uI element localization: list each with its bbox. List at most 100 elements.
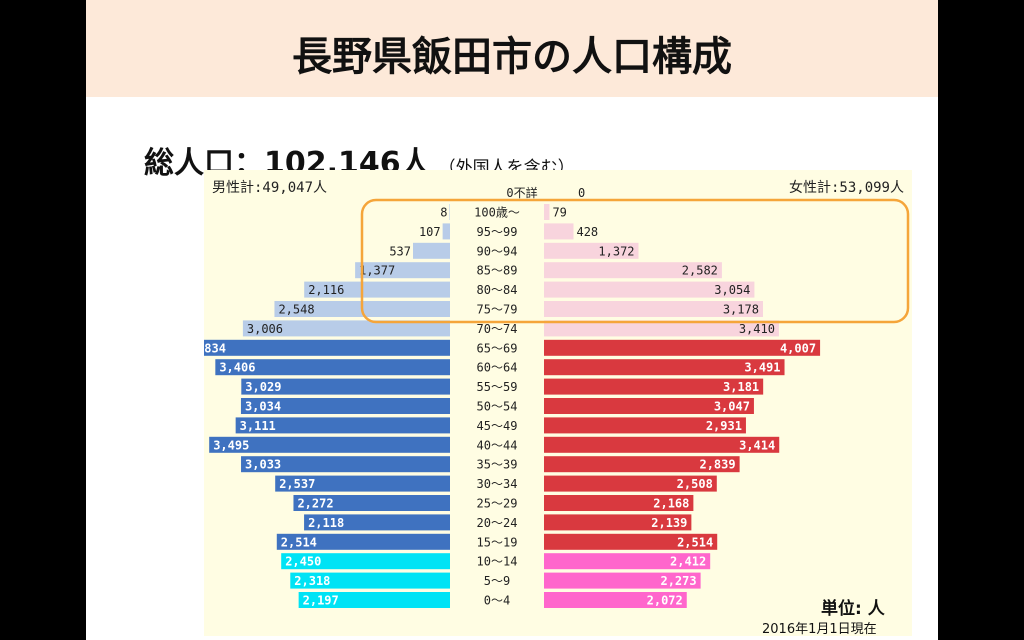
female-bar-19 [544,572,701,589]
male-total-label: 男性計:49,047人 [212,180,327,196]
female-bar-15 [544,495,694,511]
female-bar-7 [544,339,821,356]
male-bar-3 [355,262,450,279]
female-bar-8 [544,359,785,376]
male-value-5: 2,548 [278,303,314,317]
age-label-5: 75～79 [477,303,518,317]
male-bar-4 [304,281,450,298]
female-bar-6 [544,320,779,337]
unit-label: 単位: 人 [821,599,885,619]
female-bar-10 [544,398,754,414]
female-bar-4 [544,281,755,298]
age-label-8: 60～64 [477,361,518,375]
female-bar-18 [544,553,711,570]
male-bar-6 [242,320,450,337]
male-value-6: 3,006 [247,322,283,336]
female-value-18: 2,412 [670,555,706,569]
male-value-13: 3,033 [245,458,281,472]
male-bar-0 [449,204,450,220]
male-value-0: 8 [440,206,447,220]
age-label-2: 90～94 [477,244,518,258]
age-label-4: 80～84 [477,283,518,297]
female-bar-9 [544,378,764,395]
male-bar-14 [275,475,450,492]
female-bar-2 [544,242,639,259]
female-total-label: 女性計:53,099人 [789,179,904,196]
age-label-20: 0～4 [484,594,510,608]
female-bar-17 [544,533,718,550]
male-bar-20 [298,592,450,608]
male-bar-18 [281,553,450,570]
age-label-14: 30～34 [477,477,518,491]
male-value-18: 2,450 [285,555,321,569]
female-value-10: 3,047 [714,400,750,414]
female-value-15: 2,168 [653,497,689,511]
age-label-11: 45～49 [477,419,518,433]
pyramid-svg: 男性計:49,047人 女性計:53,099人 0不詳 0 8 79 100歳～ 10… [185,179,910,608]
female-value-4: 3,054 [714,283,750,297]
male-value-4: 2,116 [308,283,344,297]
male-value-7: 3,834 [204,341,226,355]
age-label-7: 65～69 [477,341,518,355]
age-label-15: 25～29 [477,497,518,511]
female-value-0: 79 [552,206,566,220]
male-value-17: 2,514 [281,535,317,549]
age-label-0: 100歳～ [474,206,520,220]
male-value-2: 537 [389,244,411,258]
female-bar-13 [544,456,740,473]
female-value-14: 2,508 [677,477,713,491]
age-label-16: 20～24 [477,516,518,530]
male-value-9: 3,029 [245,380,281,394]
age-label-19: 5～9 [484,574,510,588]
female-value-1: 428 [576,225,598,239]
male-bar-16 [304,514,450,531]
title-band [86,0,938,97]
age-label-3: 85～89 [477,264,518,278]
male-value-10: 3,034 [245,400,281,414]
female-value-8: 3,491 [744,361,780,375]
female-value-20: 2,072 [647,594,683,608]
male-bar-7 [185,339,450,356]
age-label-1: 95～99 [477,225,518,239]
male-value-15: 2,272 [297,497,333,511]
female-value-16: 2,139 [651,516,687,530]
male-bar-15 [293,495,450,511]
unknown-age-label: 0不詳 [506,185,537,200]
female-bar-0 [544,204,550,220]
age-label-17: 15～19 [477,535,518,549]
female-value-5: 3,178 [723,303,759,317]
female-value-11: 2,931 [706,419,742,433]
age-label-13: 35～39 [477,458,518,472]
female-value-13: 2,839 [699,458,735,472]
male-bar-2 [413,242,450,259]
male-value-8: 3,406 [219,361,255,375]
female-value-12: 3,414 [739,438,775,452]
female-value-19: 2,273 [660,574,696,588]
male-bar-8 [215,359,450,376]
female-value-6: 3,410 [739,322,775,336]
female-value-3: 2,582 [682,264,718,278]
elderly-highlight-box [360,198,910,324]
female-bar-1 [544,223,574,240]
male-bar-12 [209,436,450,453]
age-label-18: 10～14 [477,555,518,569]
female-value-9: 3,181 [723,380,759,394]
male-bar-13 [241,456,450,473]
slide: 長野県飯田市の人口構成 総人口：102,146人 （外国人を含む） 男性計:49,… [86,0,938,640]
unknown-age-female-value: 0 [578,186,585,200]
population-pyramid: 男性計:49,047人 女性計:53,099人 0不詳 0 8 79 100歳～ 10… [185,170,912,636]
male-bar-11 [235,417,450,434]
age-label-9: 55～59 [477,380,518,394]
age-label-10: 50～54 [477,400,518,414]
female-value-7: 4,007 [780,341,816,355]
age-label-12: 40～44 [477,438,518,452]
female-bar-5 [544,301,763,317]
male-value-3: 1,377 [359,264,395,278]
age-label-6: 70～74 [477,322,518,336]
female-bar-3 [544,262,722,279]
female-bar-14 [544,475,717,492]
date-label: 2016年1月1日現在 [762,622,877,637]
male-value-14: 2,537 [279,477,315,491]
male-value-16: 2,118 [308,516,344,530]
male-bar-17 [276,533,450,550]
